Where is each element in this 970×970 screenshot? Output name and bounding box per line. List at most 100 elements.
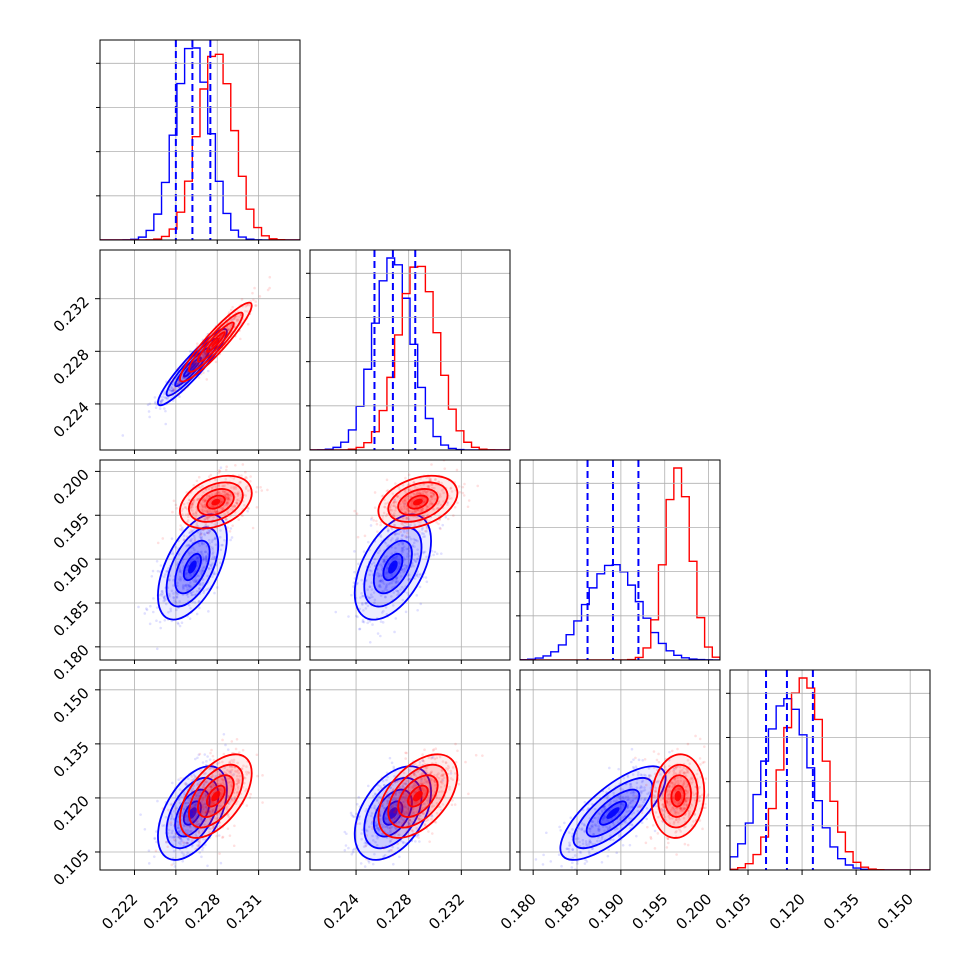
sample-point [674, 767, 678, 770]
sample-point [565, 847, 569, 851]
sample-point [227, 493, 230, 497]
sample-point [394, 580, 398, 583]
sample-point [226, 327, 229, 331]
sample-point [590, 824, 593, 828]
sample-point [221, 789, 224, 792]
sample-point [204, 352, 208, 356]
sample-point [352, 581, 356, 584]
sample-point [430, 757, 433, 760]
sample-point [593, 807, 597, 811]
sample-point [147, 410, 151, 413]
sample-point [203, 533, 207, 537]
sample-point [401, 508, 404, 511]
sample-point [403, 792, 406, 795]
sample-point [172, 578, 175, 582]
sample-point [408, 827, 412, 831]
sample-point [244, 475, 248, 479]
sample-point [247, 771, 251, 775]
sample-point [608, 826, 612, 830]
sample-point [636, 809, 640, 813]
sample-point [171, 510, 174, 514]
sample-point [204, 805, 208, 809]
sample-point [439, 503, 443, 507]
sample-point [430, 483, 434, 486]
sample-point [401, 533, 404, 537]
sample-point [668, 817, 672, 820]
sample-point [186, 571, 189, 575]
sample-point [229, 324, 233, 328]
sample-point [224, 495, 228, 499]
sample-point [682, 766, 686, 770]
sample-point [436, 507, 439, 510]
sample-point [423, 770, 426, 774]
sample-point [206, 517, 210, 520]
sample-point [390, 509, 394, 512]
sample-point [398, 833, 401, 836]
sample-point [638, 804, 642, 807]
sample-point [384, 555, 387, 559]
sample-point [393, 630, 396, 634]
sample-point [618, 797, 622, 801]
sample-point [204, 522, 208, 525]
sample-point [370, 581, 373, 585]
sample-point [200, 361, 203, 365]
sample-point [425, 504, 428, 508]
sample-point [596, 827, 600, 831]
sample-point [215, 511, 218, 514]
sample-point [195, 479, 199, 483]
sample-point [412, 810, 416, 814]
sample-point [605, 825, 608, 829]
sample-point [420, 516, 423, 519]
sample-point [188, 825, 192, 828]
sample-point [223, 490, 227, 493]
sample-point [154, 406, 158, 410]
sample-point [210, 493, 214, 496]
sample-point [215, 492, 218, 495]
sample-point [181, 362, 185, 365]
sample-point [195, 797, 198, 801]
sample-point [200, 550, 203, 553]
sample-point [416, 552, 419, 556]
sample-point [382, 783, 386, 787]
sample-point [380, 832, 384, 836]
sample-point [674, 789, 678, 792]
sample-point [385, 478, 389, 482]
sample-point [396, 567, 399, 571]
sample-point [226, 748, 230, 751]
sample-point [383, 825, 387, 829]
sample-point [440, 488, 444, 492]
sample-point [405, 872, 408, 875]
sample-point [387, 821, 391, 825]
sample-point [365, 834, 368, 837]
sample-point [678, 828, 681, 831]
sample-point [198, 842, 201, 845]
sample-point [222, 778, 225, 782]
sample-point [203, 355, 206, 359]
sample-point [200, 535, 203, 539]
panel-border [309, 459, 511, 661]
sample-point [233, 796, 237, 799]
sample-point [401, 809, 404, 812]
sample-point [629, 782, 633, 786]
sample-point [208, 567, 211, 571]
sample-point [184, 829, 187, 832]
sample-point [227, 815, 231, 819]
sample-point [385, 882, 388, 885]
sample-point [204, 503, 207, 506]
sample-point [673, 782, 677, 786]
sample-point [453, 772, 457, 775]
sample-point [195, 580, 198, 584]
sample-point [205, 517, 209, 521]
sample-point [228, 769, 232, 773]
sample-point [221, 738, 224, 742]
sample-point [177, 386, 181, 389]
sample-point [437, 772, 440, 775]
sample-point [193, 580, 196, 584]
sample-point [377, 788, 380, 792]
sample-point [581, 839, 585, 842]
sample-point [449, 486, 453, 490]
sample-point [589, 840, 592, 843]
sample-point [444, 761, 448, 764]
sample-point [427, 781, 431, 785]
sample-point [189, 825, 192, 829]
